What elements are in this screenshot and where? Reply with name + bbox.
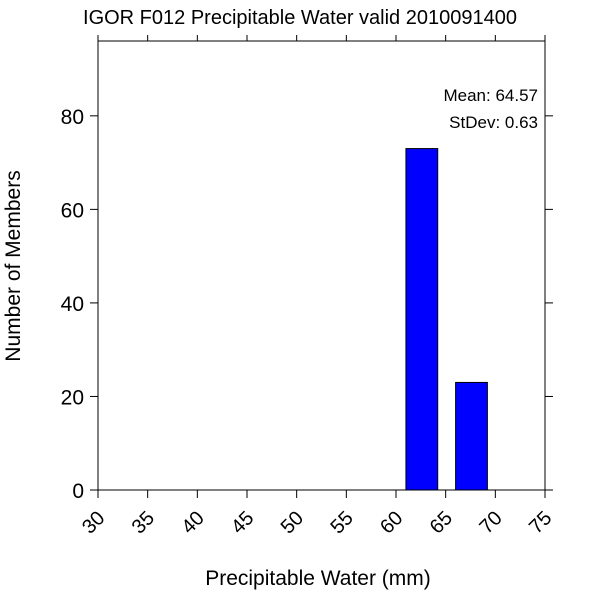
x-tick-label-45: 45 <box>227 507 258 538</box>
plot-frame <box>97 40 546 491</box>
x-axis-label: Precipitable Water (mm) <box>205 567 431 590</box>
y-axis-label: Number of Members <box>2 170 25 361</box>
x-tick-label-30: 30 <box>78 507 109 538</box>
bar-1 <box>455 381 488 491</box>
stdev-label: StDev: 0.63 <box>449 113 538 132</box>
x-tick-label-55: 55 <box>326 507 357 538</box>
y-tick-label-80: 80 <box>61 106 84 129</box>
chart-title: IGOR F012 Precipitable Water valid 20100… <box>83 7 517 29</box>
x-tick-label-40: 40 <box>177 507 208 538</box>
y-tick-label-0: 0 <box>72 480 84 503</box>
x-tick-label-65: 65 <box>426 507 457 538</box>
y-axis-ticks: 0 20 40 60 80 <box>61 106 553 503</box>
x-tick-label-60: 60 <box>376 507 407 538</box>
mean-label: Mean: 64.57 <box>443 86 538 105</box>
x-tick-label-75: 75 <box>525 507 556 538</box>
x-tick-label-50: 50 <box>277 507 308 538</box>
y-tick-label-40: 40 <box>61 293 84 316</box>
x-tick-label-35: 35 <box>128 507 159 538</box>
y-tick-label-20: 20 <box>61 386 84 409</box>
y-tick-label-60: 60 <box>61 199 84 222</box>
x-tick-label-70: 70 <box>475 507 506 538</box>
bar-series <box>405 148 488 491</box>
bar-0 <box>405 148 439 491</box>
